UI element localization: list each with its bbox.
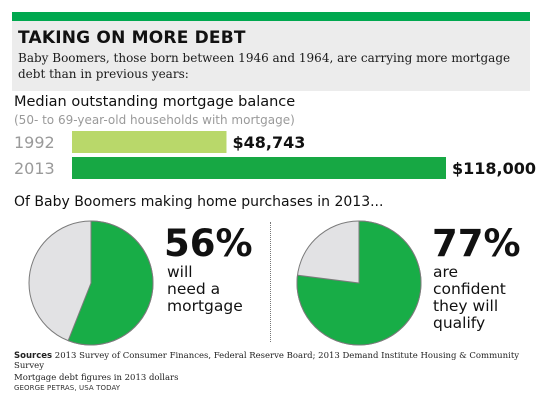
bar-category-label-2013: 2013: [14, 159, 55, 178]
chart-title: TAKING ON MORE DEBT: [18, 28, 246, 48]
footnote: Mortgage debt figures in 2013 dollars: [14, 373, 179, 383]
sources: Sources 2013 Survey of Consumer Finances…: [14, 351, 534, 371]
stat-value-confident: 77%: [432, 222, 521, 265]
pie-chart-mortgage-need: [28, 220, 154, 346]
header-band: TAKING ON MORE DEBT Baby Boomers, those …: [12, 21, 530, 91]
chart-subtitle: Baby Boomers, those born between 1946 an…: [18, 51, 511, 81]
pie-chart-confident: [296, 220, 422, 346]
pie-mortgage-need-value-slice: [67, 220, 154, 346]
bar-category-label-1992: 1992: [14, 133, 55, 152]
bar-1992: [72, 131, 227, 153]
top-rule: [12, 12, 530, 21]
bar-value-label-2013: $118,000: [452, 159, 536, 178]
pie-section-title: Of Baby Boomers making home purchases in…: [14, 194, 384, 210]
stat-text-confident: are confident they will qualify: [433, 263, 506, 332]
bar-chart-title: Median outstanding mortgage balance: [14, 94, 296, 110]
sources-text: 2013 Survey of Consumer Finances, Federa…: [14, 351, 520, 371]
stat-text-mortgage-need: will need a mortgage: [167, 263, 243, 315]
bar-2013: [72, 157, 446, 179]
stat-value-mortgage-need: 56%: [164, 222, 253, 265]
credit: GEORGE PETRAS, USA TODAY: [14, 384, 121, 392]
section-divider: [270, 222, 271, 342]
bar-chart: 1992 $48,743 2013 $118,000: [14, 131, 536, 179]
pie-confident-value-slice: [296, 220, 422, 346]
bar-chart-note: (50- to 69-year-old households with mort…: [14, 113, 295, 127]
sources-label: Sources: [14, 351, 53, 361]
bar-value-label-1992: $48,743: [232, 133, 305, 152]
